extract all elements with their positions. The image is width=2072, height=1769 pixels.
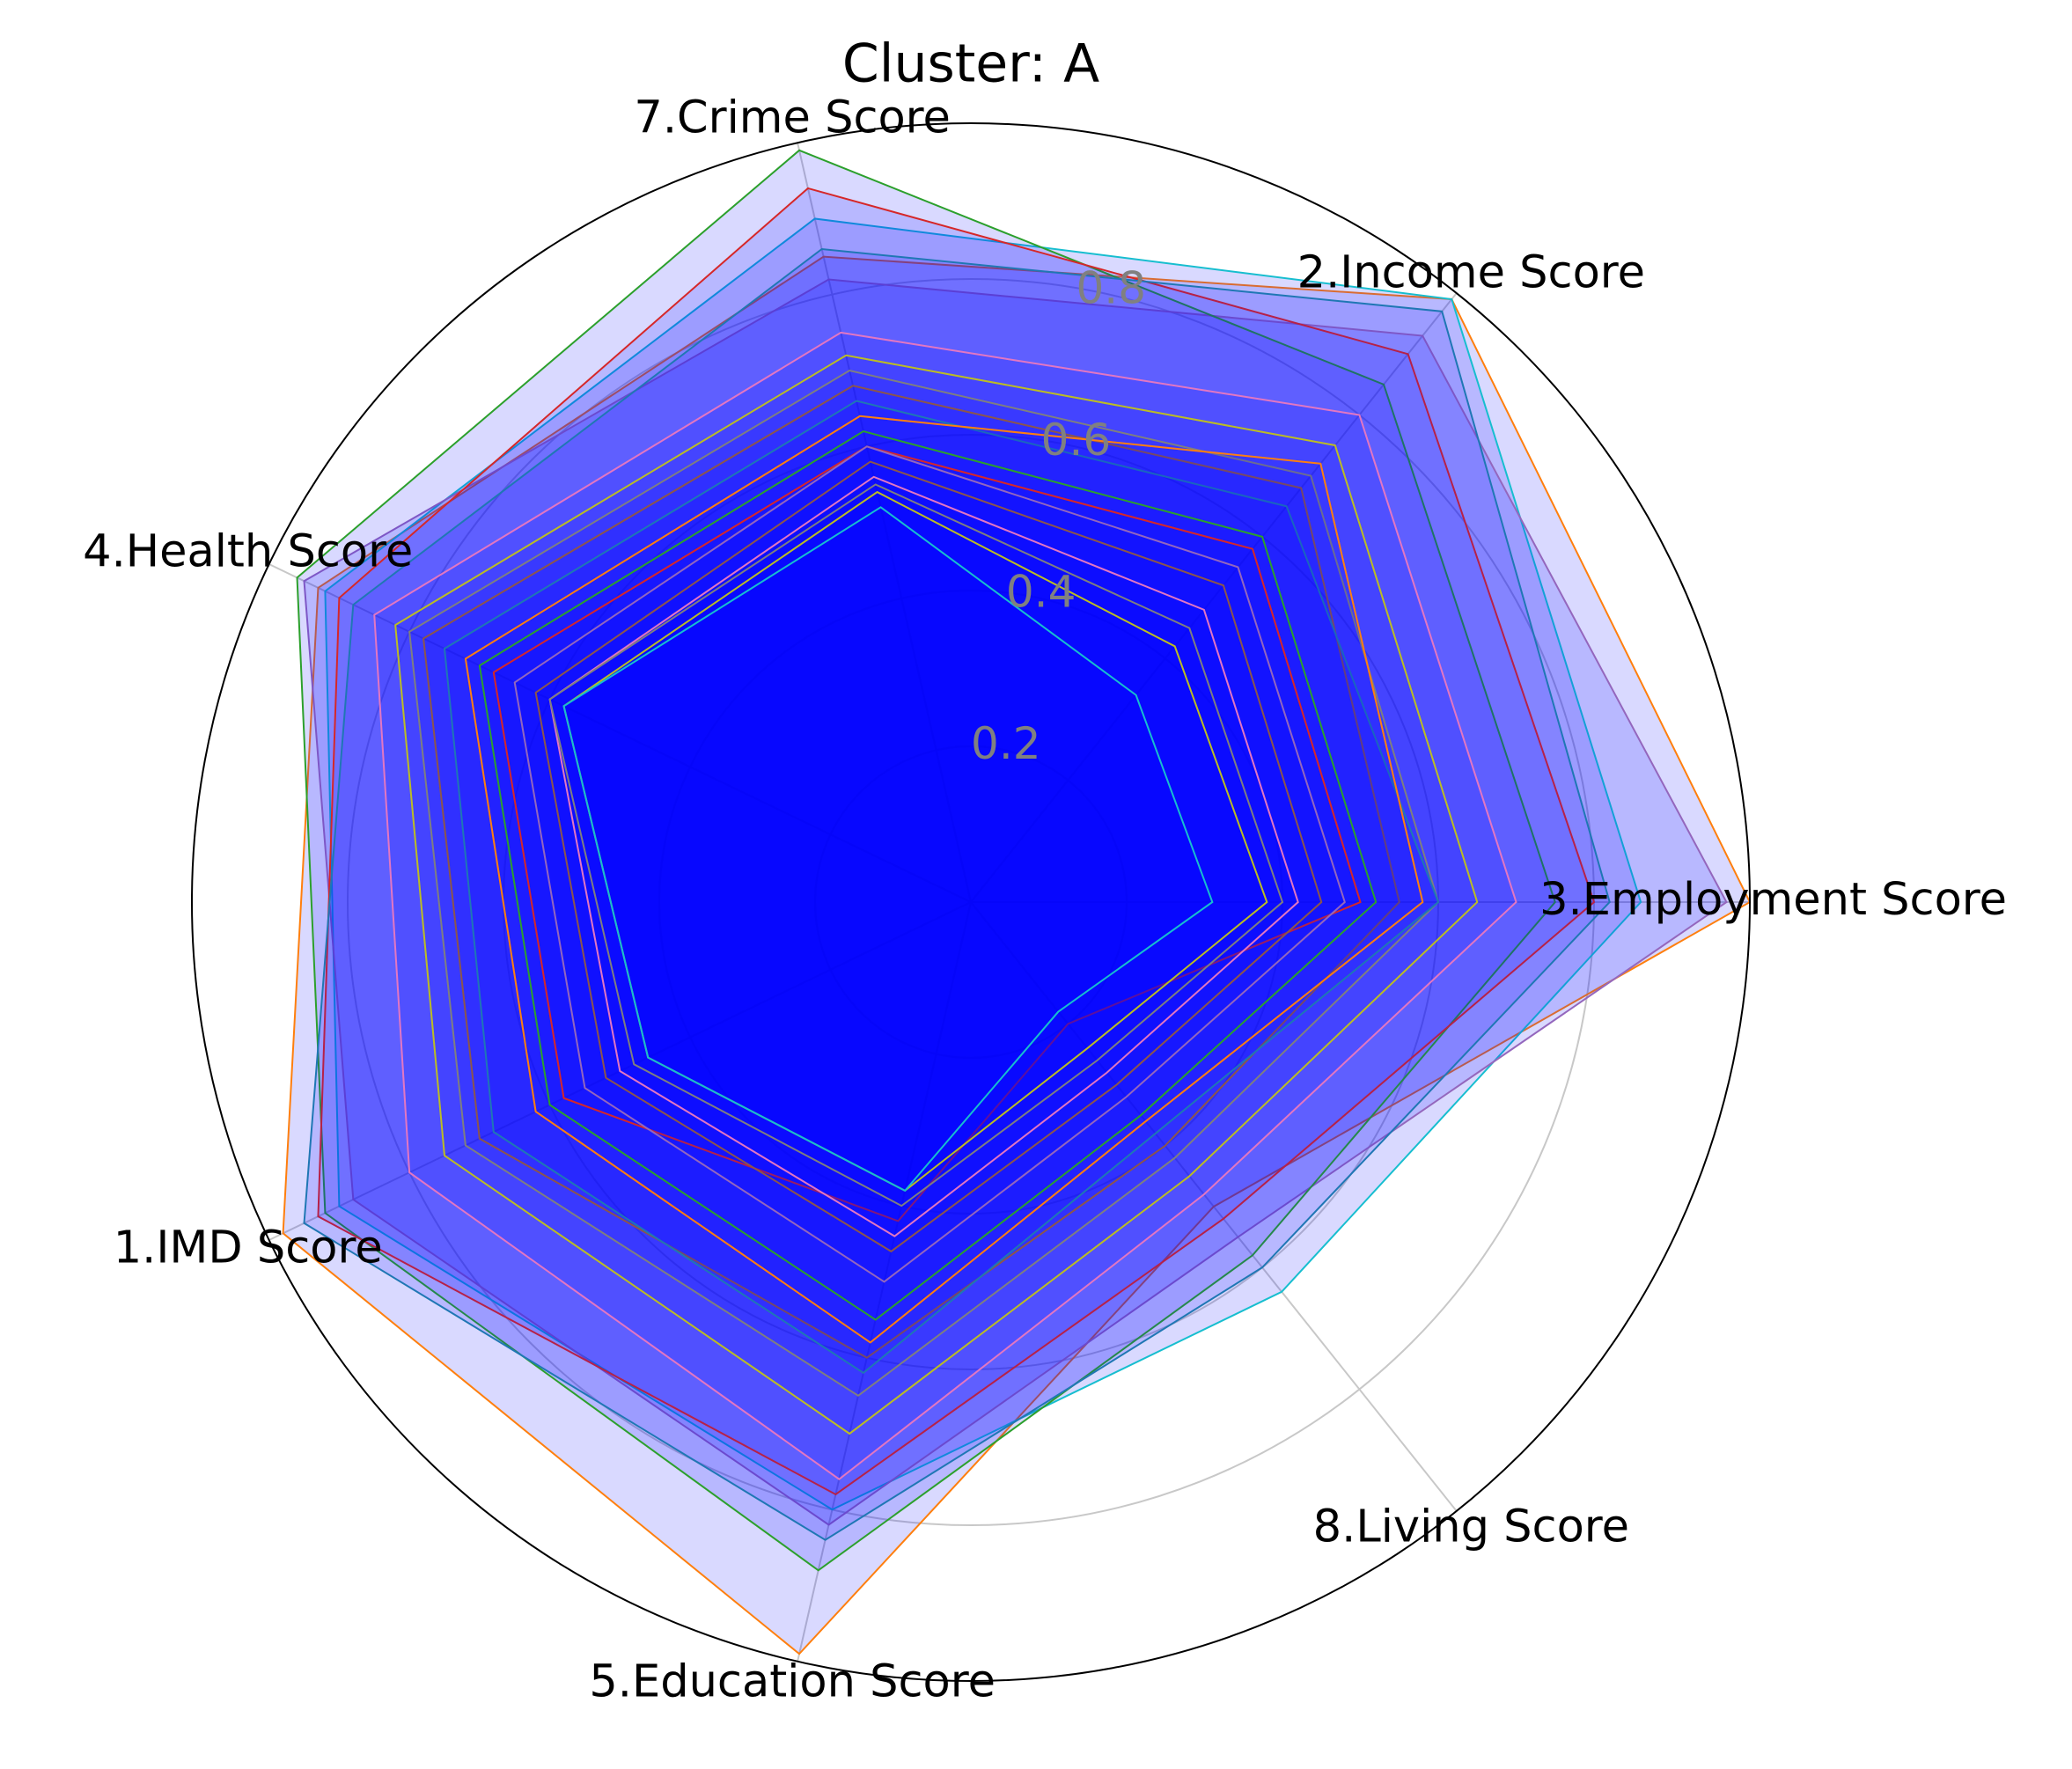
r-tick-label: 0.4	[1006, 567, 1076, 618]
axis-label: 4.Health Score	[83, 525, 413, 577]
axis-label: 7.Crime Score	[634, 92, 951, 143]
series-area	[513, 445, 1346, 1283]
r-tick-label: 0.8	[1076, 263, 1146, 314]
series-area	[408, 369, 1440, 1398]
axis-label: 3.Employment Score	[1539, 874, 2007, 926]
axis-label: 2.Income Score	[1297, 246, 1645, 298]
series-area	[373, 331, 1517, 1480]
spoke	[970, 292, 1458, 903]
spoke	[797, 142, 972, 903]
series-area	[534, 460, 1323, 1253]
series-area	[492, 445, 1362, 1222]
series-area	[548, 475, 1299, 1237]
series-area	[478, 429, 1378, 1321]
series-area	[562, 506, 1214, 1193]
series-area	[282, 255, 1752, 1655]
series-area	[303, 247, 1611, 1541]
series-area	[464, 415, 1424, 1344]
axis-label: 1.IMD Score	[114, 1222, 383, 1274]
r-tick-label: 0.2	[971, 718, 1041, 769]
axis-label: 5.Education Score	[589, 1656, 996, 1708]
axis-label: 8.Living Score	[1313, 1501, 1629, 1553]
series-area	[394, 354, 1479, 1435]
polar-frame	[191, 122, 1751, 1682]
series-area	[548, 483, 1284, 1207]
r-tick-label: 0.6	[1041, 415, 1112, 466]
spoke	[268, 563, 972, 903]
chart-title: Cluster: A	[842, 33, 1099, 95]
series-area	[296, 149, 1556, 1572]
